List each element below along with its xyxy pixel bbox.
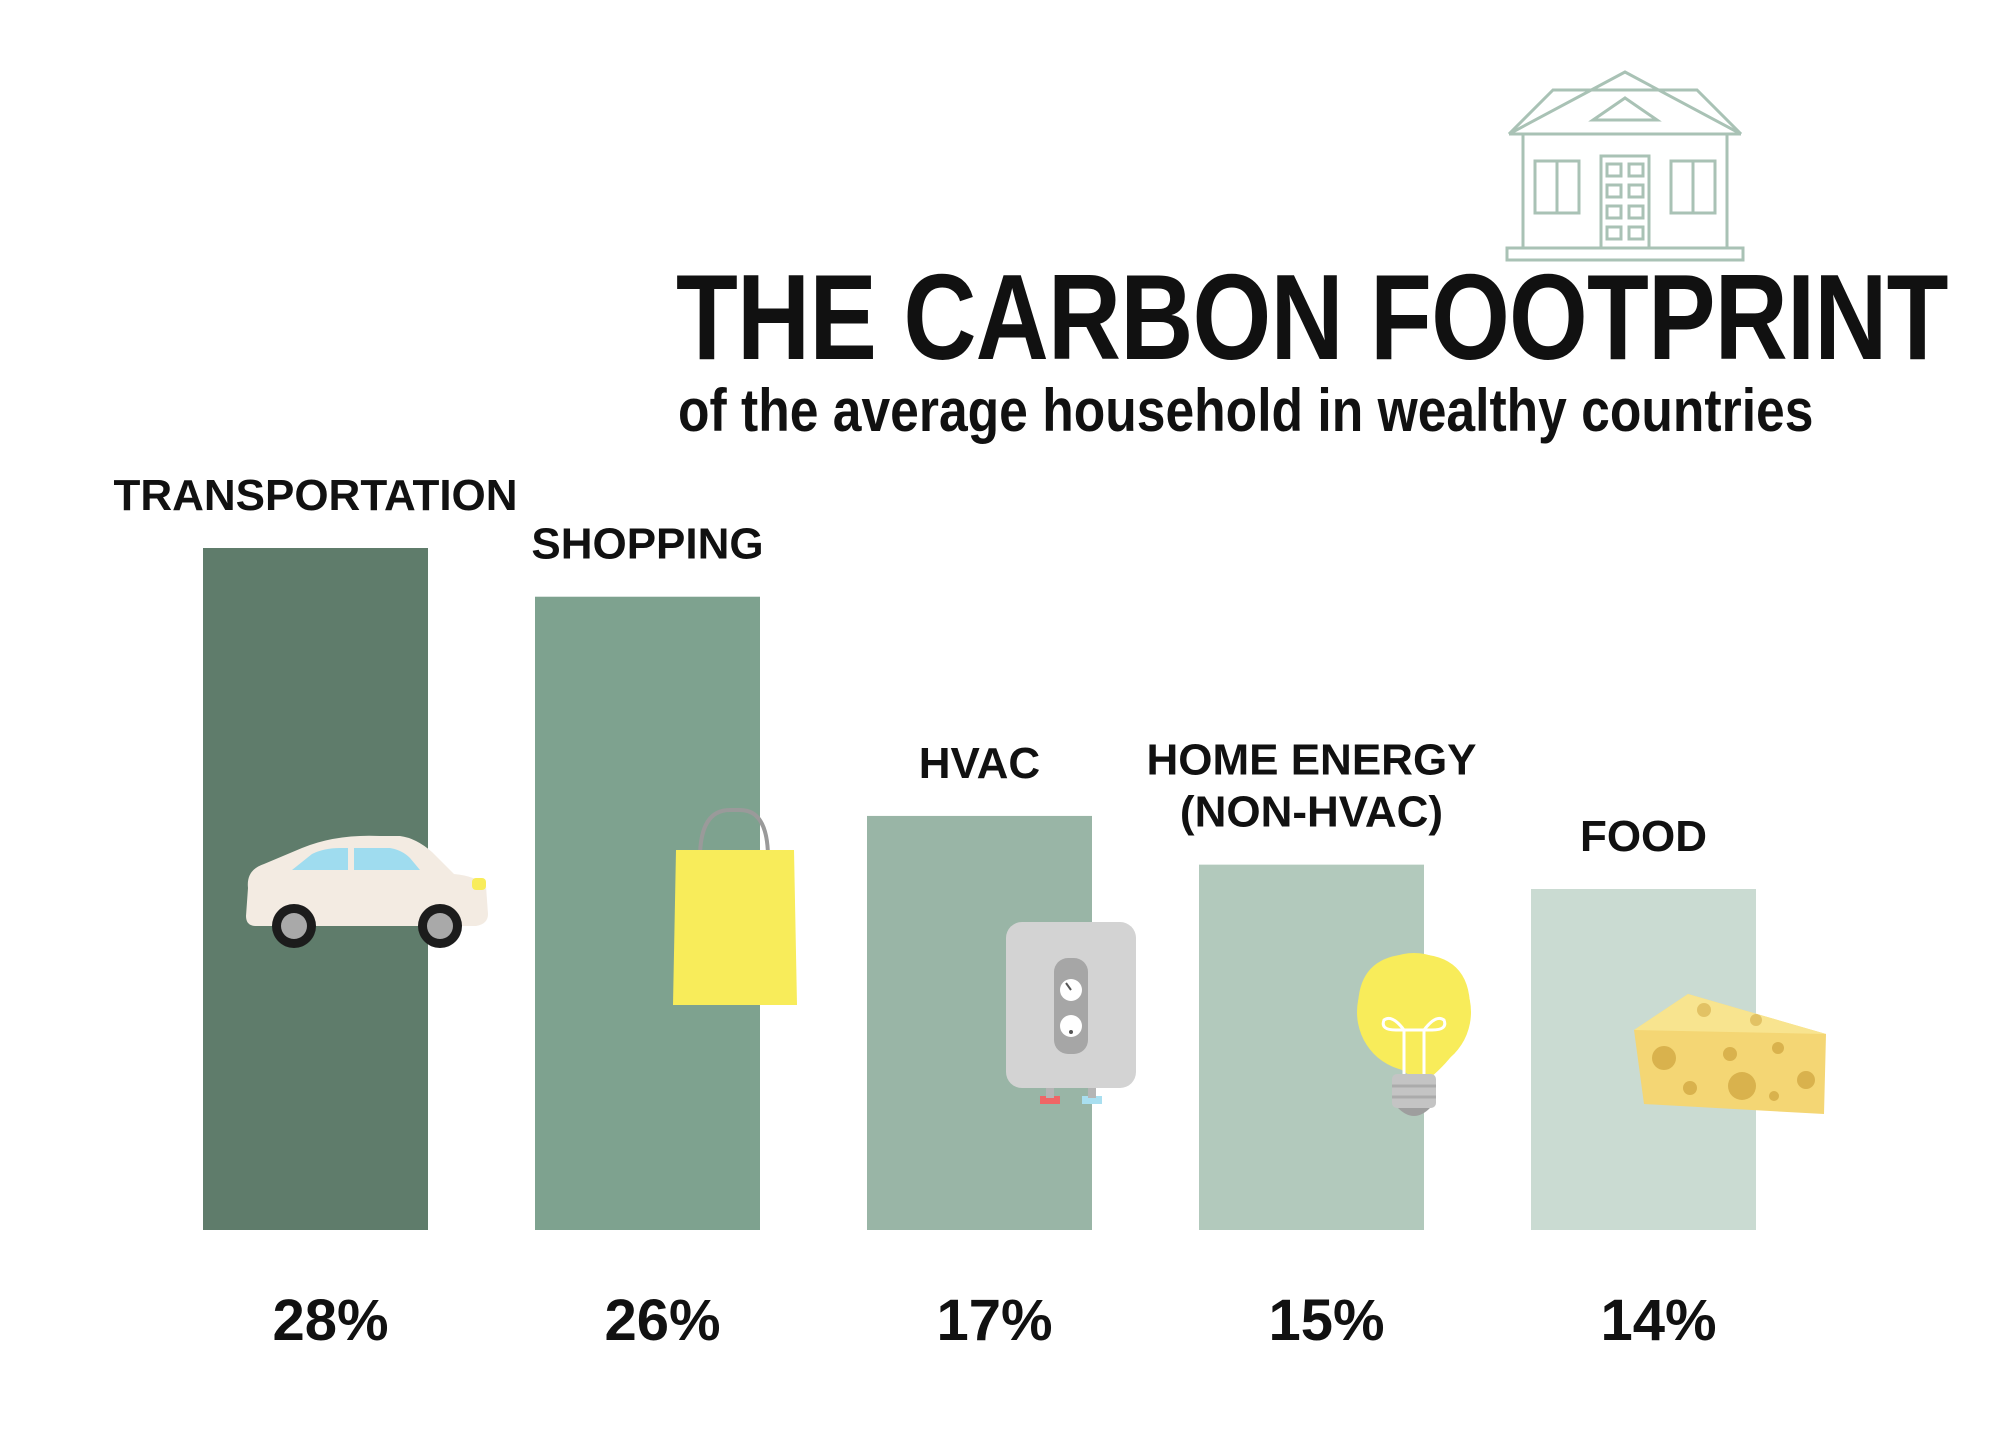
chart-subtitle: of the average household in wealthy coun… <box>678 377 1814 444</box>
value-label: 26% <box>604 1288 720 1353</box>
category-label: SHOPPING <box>531 520 763 569</box>
value-label: 15% <box>1268 1288 1384 1353</box>
value-label: 14% <box>1600 1288 1716 1353</box>
value-label: 28% <box>272 1288 388 1353</box>
thermostat-icon <box>1006 922 1136 1104</box>
light-bulb-icon <box>1357 953 1471 1116</box>
shopping-bag-icon <box>673 808 797 1005</box>
category-label: FOOD <box>1580 812 1707 861</box>
value-label: 17% <box>936 1288 1052 1353</box>
cheese-icon <box>1634 994 1826 1114</box>
car-icon <box>246 835 488 948</box>
category-label: TRANSPORTATION <box>113 471 517 520</box>
category-label: HVAC <box>919 739 1040 788</box>
house-icon <box>1505 70 1745 262</box>
category-label: HOME ENERGY (NON-HVAC) <box>1146 736 1476 837</box>
